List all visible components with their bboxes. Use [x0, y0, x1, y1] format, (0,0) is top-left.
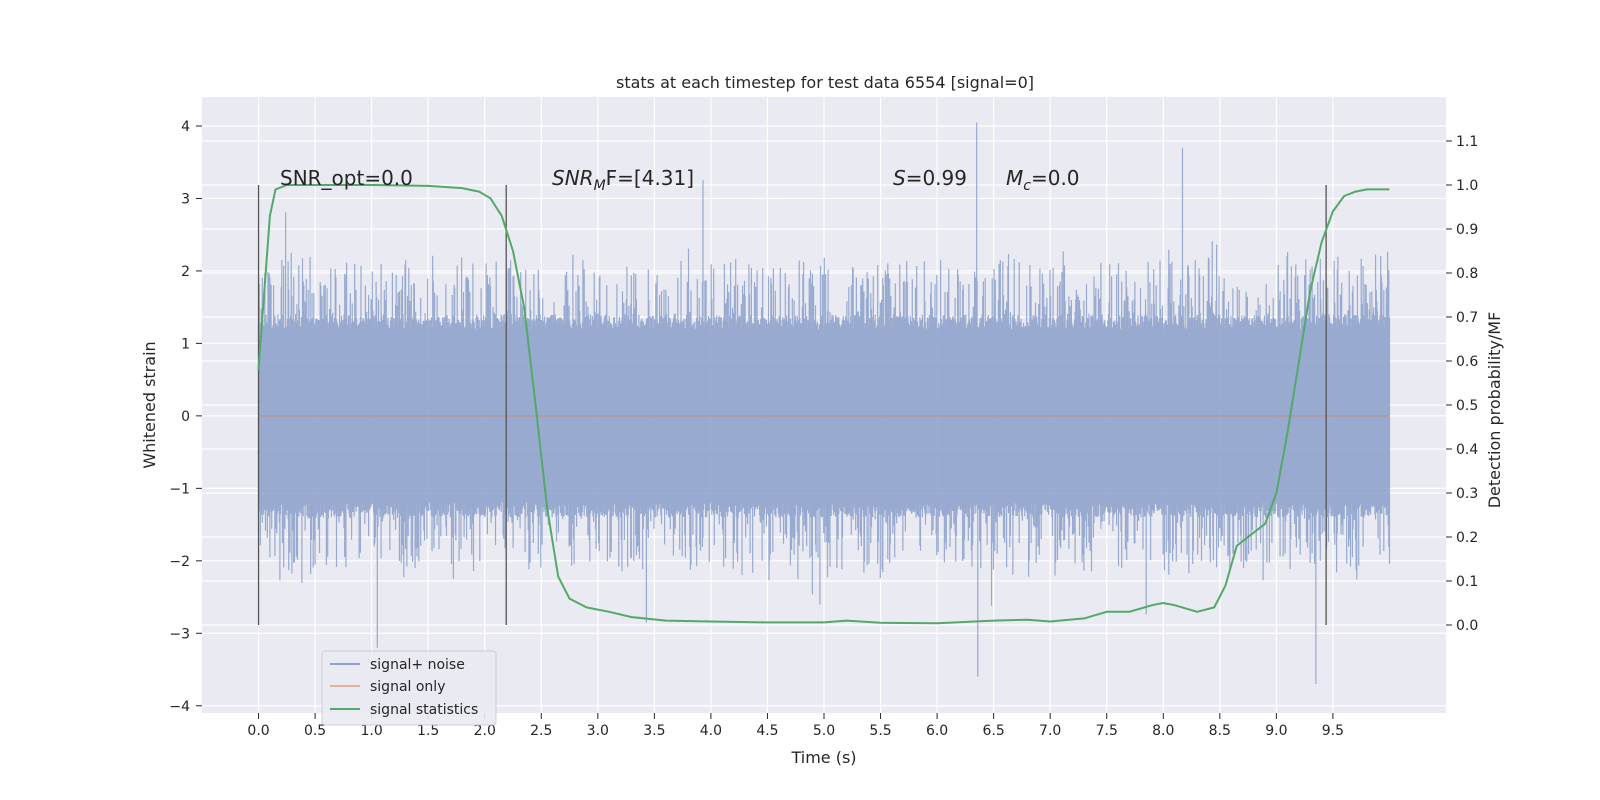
x-tick-label: 3.5 [643, 723, 665, 739]
signal-statistics-line [257, 184, 1390, 625]
y-tick-label: −1 [169, 481, 190, 497]
y-right-tick-label: 0.5 [1456, 398, 1478, 414]
y-right-tick-label: 0.0 [1456, 618, 1478, 634]
vertical-markers [257, 185, 1327, 625]
series-signal-statistics [257, 184, 1390, 625]
x-tick-label: 8.0 [1152, 723, 1174, 739]
y-right-tick-label: 0.4 [1456, 442, 1478, 458]
x-tick-label: 6.0 [926, 723, 948, 739]
y-right-tick-label: 0.6 [1456, 354, 1478, 370]
x-tick-label: 7.5 [1096, 723, 1118, 739]
y-tick-label: 3 [181, 191, 190, 207]
x-tick-label: 4.5 [756, 723, 778, 739]
y-tick-label: 2 [181, 264, 190, 280]
x-tick-label: 9.0 [1265, 723, 1287, 739]
y-tick-label: 0 [181, 409, 190, 425]
chart-title: stats at each timestep for test data 655… [616, 73, 1034, 92]
y-right-tick-label: 0.3 [1456, 486, 1478, 502]
annotation-s: S=0.99 [893, 166, 967, 190]
y-right-tick-label: 1.1 [1456, 134, 1478, 150]
legend-label-signal-only: signal only [370, 679, 445, 695]
x-tick-label: 9.5 [1322, 723, 1344, 739]
y-tick-label: −3 [169, 626, 190, 642]
annotation-snr-mf: SNRMF=[4.31] [552, 166, 694, 194]
y-axis-ticks: 4 3 2 1 0 −1 −2 −3 −4 [169, 119, 202, 715]
x-tick-label: 1.5 [417, 723, 439, 739]
legend-label-signal-noise: signal+ noise [370, 657, 465, 673]
x-tick-label: 4.0 [700, 723, 722, 739]
x-tick-label: 5.0 [813, 723, 835, 739]
annotation-mc: Mc=0.0 [1006, 166, 1080, 194]
y-right-tick-label: 0.8 [1456, 266, 1478, 282]
legend: signal+ noise signal only signal statist… [321, 650, 497, 726]
y-axis-right-label: Detection probability/MF [1485, 312, 1504, 509]
x-tick-label: 1.0 [361, 723, 383, 739]
y-right-tick-label: 0.2 [1456, 530, 1478, 546]
x-tick-label: 2.5 [530, 723, 552, 739]
y-axis-right-ticks: 1.1 1.0 0.9 0.8 0.7 0.6 0.5 0.4 0.3 0.2 0.1 0.0 [1446, 134, 1478, 634]
legend-box [321, 650, 497, 726]
x-tick-label: 3.0 [587, 723, 609, 739]
y-right-tick-label: 0.1 [1456, 574, 1478, 590]
x-tick-label: 7.0 [1039, 723, 1061, 739]
x-tick-label: 2.0 [474, 723, 496, 739]
x-axis-ticks: 0.0 0.5 1.0 1.5 2.0 2.5 3.0 3.5 4.0 4.5 5.0 5.5 6.0 6… [247, 713, 1344, 739]
y-right-tick-label: 0.7 [1456, 310, 1478, 326]
y-tick-label: −2 [169, 554, 190, 570]
x-tick-label: 0.5 [304, 723, 326, 739]
x-tick-label: 5.5 [869, 723, 891, 739]
annotation-snr-opt: SNR_opt=0.0 [280, 166, 413, 190]
y-axis-label: Whitened strain [140, 341, 159, 468]
y-tick-label: −4 [169, 699, 190, 715]
y-tick-label: 1 [181, 336, 190, 352]
y-right-tick-label: 0.9 [1456, 222, 1478, 238]
legend-label-signal-statistics: signal statistics [370, 702, 478, 718]
x-tick-label: 8.5 [1209, 723, 1231, 739]
x-tick-label: 0.0 [247, 723, 269, 739]
y-tick-label: 4 [181, 119, 190, 135]
y-right-tick-label: 1.0 [1456, 178, 1478, 194]
x-tick-label: 6.5 [983, 723, 1005, 739]
x-axis-label: Time (s) [790, 748, 856, 767]
